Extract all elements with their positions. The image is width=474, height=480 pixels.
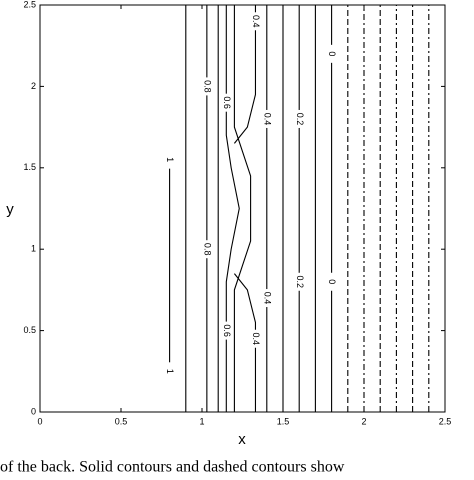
contour-label-bg bbox=[261, 289, 272, 308]
y-tick-label: 2.5 bbox=[23, 0, 36, 9]
contour-label: 0.4 bbox=[262, 292, 272, 305]
contour-label: 0.8 bbox=[202, 243, 212, 256]
contour-label: 0.4 bbox=[262, 113, 272, 126]
contour-label: 0.2 bbox=[295, 276, 305, 289]
contour-label: 0.6 bbox=[222, 324, 232, 337]
y-tick-label: 1 bbox=[31, 244, 36, 254]
x-tick-label: 0 bbox=[37, 416, 42, 426]
contour-label: 1 bbox=[165, 157, 175, 162]
contour-label: 0.8 bbox=[202, 80, 212, 93]
contour-label-bg bbox=[221, 321, 232, 340]
contour-label: 0.4 bbox=[251, 332, 261, 345]
contour-label-bg bbox=[250, 12, 261, 31]
contour-line bbox=[233, 5, 257, 144]
contour-label-bg bbox=[164, 150, 175, 169]
y-tick-label: 2 bbox=[31, 81, 36, 91]
contour-label-bg bbox=[326, 44, 337, 63]
contour-label: 0.2 bbox=[295, 113, 305, 126]
contour-label-bg bbox=[221, 93, 232, 112]
plot-frame bbox=[39, 4, 446, 413]
contour-label-bg bbox=[261, 109, 272, 128]
contour-label-bg bbox=[201, 77, 212, 96]
contour-label: 0.4 bbox=[251, 15, 261, 28]
contour-label-bg bbox=[294, 109, 305, 128]
contour-line bbox=[233, 5, 252, 412]
x-tick-label: 1.5 bbox=[277, 416, 290, 426]
contour-label-bg bbox=[164, 362, 175, 381]
contour-line bbox=[225, 5, 240, 412]
x-tick-label: 2.5 bbox=[439, 416, 452, 426]
y-tick-label: 0 bbox=[31, 406, 36, 416]
y-tick-label: 0.5 bbox=[23, 325, 36, 335]
x-axis-label: x bbox=[238, 431, 246, 448]
y-axis-label: y bbox=[6, 201, 14, 218]
caption: of the back. Solid contours and dashed c… bbox=[0, 459, 345, 475]
contour-label-bg bbox=[250, 329, 261, 348]
contour-label: 1 bbox=[165, 369, 175, 374]
x-tick-label: 2 bbox=[361, 416, 366, 426]
x-tick-label: 1 bbox=[199, 416, 204, 426]
contour-label: 0.6 bbox=[222, 96, 232, 109]
contour-line bbox=[233, 273, 257, 412]
y-tick-label: 1.5 bbox=[23, 162, 36, 172]
contour-label-bg bbox=[294, 272, 305, 291]
contour-label: 0 bbox=[327, 51, 337, 56]
x-tick-label: 0.5 bbox=[115, 416, 128, 426]
contour-label-bg bbox=[326, 272, 337, 291]
contour-label-bg bbox=[201, 240, 212, 259]
contour-label: 0 bbox=[327, 279, 337, 284]
